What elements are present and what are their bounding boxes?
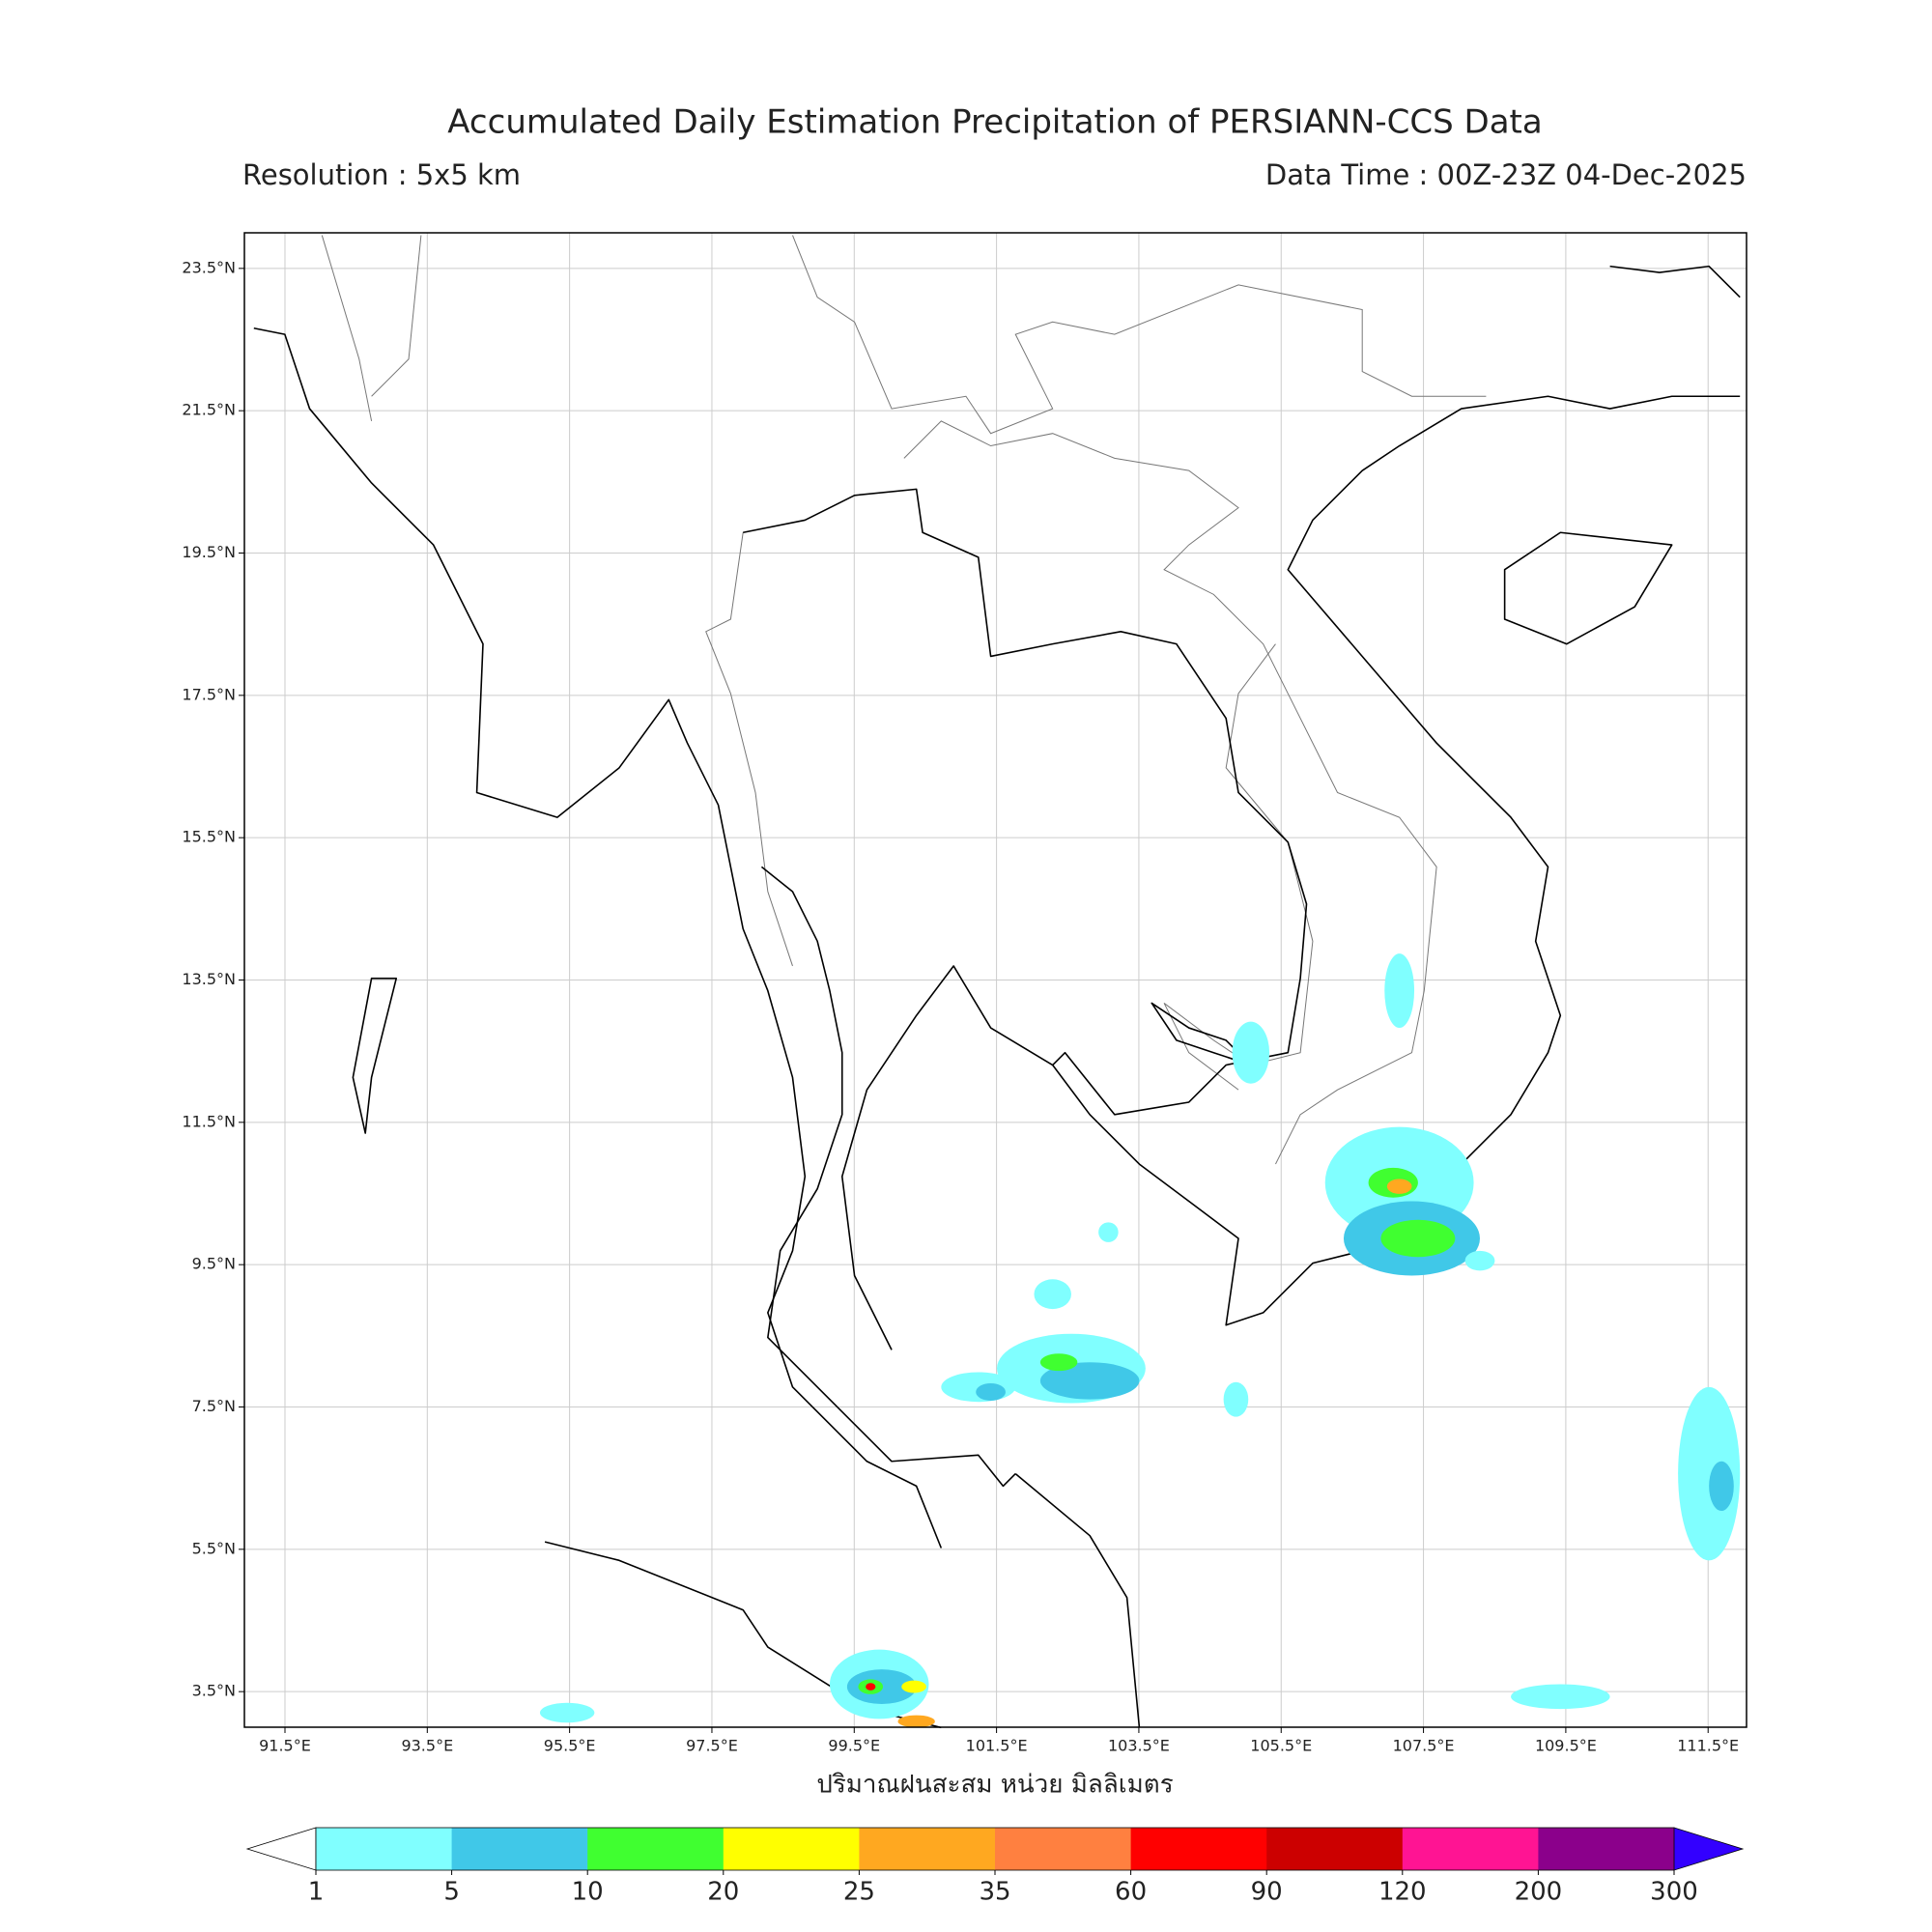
lat-tick-label: 21.5°N: [182, 401, 236, 419]
lon-tick-label: 95.5°E: [544, 1737, 596, 1755]
lat-tick-label: 15.5°N: [182, 828, 236, 846]
colorbar-label: 120: [1378, 1878, 1427, 1907]
lon-tick-label: 111.5°E: [1677, 1737, 1739, 1755]
colorbar-band: [1266, 1828, 1404, 1870]
colorbar-under: [245, 1827, 317, 1871]
title: Accumulated Daily Estimation Precipitati…: [447, 103, 1542, 142]
lon-tick-label: 103.5°E: [1108, 1737, 1170, 1755]
colorbar-label: 1: [308, 1878, 325, 1907]
colorbar-over: [1673, 1827, 1745, 1871]
lat-tick-label: 3.5°N: [192, 1682, 236, 1700]
colorbar-label: 300: [1650, 1878, 1698, 1907]
colorbar-label: 90: [1251, 1878, 1283, 1907]
colorbar: 1 5 10 20 25 35 60 90 120 200 300: [245, 1827, 1745, 1907]
colorbar-label: 5: [443, 1878, 460, 1907]
colorbar-label: 60: [1115, 1878, 1147, 1907]
colorbar-band: [316, 1828, 453, 1870]
lat-tick-label: 11.5°N: [182, 1112, 236, 1130]
grid: [244, 233, 1747, 1727]
lat-tick-label: 17.5°N: [182, 685, 236, 703]
lon-tick-label: 107.5°E: [1393, 1737, 1455, 1755]
country-border: [322, 236, 1486, 1165]
data-time: Data Time : 00Z-23Z 04-Dec-2025: [1265, 158, 1747, 191]
ticks: 91.5°E 93.5°E 95.5°E 97.5°E 99.5°E 101.5°E 103…: [182, 258, 1739, 1754]
lon-tick-label: 99.5°E: [828, 1737, 880, 1755]
colorbar-band: [1130, 1828, 1267, 1870]
lon-tick-label: 91.5°E: [259, 1737, 311, 1755]
colorbar-band: [1402, 1828, 1539, 1870]
map-shapes: [254, 236, 1740, 1728]
colorbar-band: [587, 1828, 724, 1870]
lon-tick-label: 105.5°E: [1250, 1737, 1312, 1755]
lon-tick-label: 109.5°E: [1535, 1737, 1597, 1755]
rain-areas: [539, 953, 1741, 1728]
lon-tick-label: 101.5°E: [966, 1737, 1028, 1755]
lat-tick-label: 9.5°N: [192, 1255, 236, 1273]
axis-label: ปริมาณฝนสะสม หน่วย มิลลิเมตร: [816, 1771, 1173, 1800]
lat-tick-label: 7.5°N: [192, 1397, 236, 1415]
colorbar-band: [451, 1828, 588, 1870]
lon-tick-label: 97.5°E: [686, 1737, 738, 1755]
colorbar-label: 25: [843, 1878, 875, 1907]
resolution: Resolution : 5x5 km: [242, 158, 521, 191]
lat-tick-label: 19.5°N: [182, 543, 236, 561]
colorbar-label: 200: [1515, 1878, 1563, 1907]
thailand-border: [743, 489, 1306, 1486]
colorbar-band: [859, 1828, 996, 1870]
lon-tick-label: 93.5°E: [401, 1737, 453, 1755]
colorbar-label: 10: [572, 1878, 604, 1907]
colorbar-label: 35: [979, 1878, 1010, 1907]
colorbar-band: [723, 1828, 860, 1870]
colorbar-band: [995, 1828, 1132, 1870]
colorbar-label: 20: [707, 1878, 739, 1907]
lat-tick-label: 5.5°N: [192, 1539, 236, 1557]
colorbar-band: [1538, 1828, 1675, 1870]
lat-tick-label: 13.5°N: [182, 970, 236, 988]
lat-tick-label: 23.5°N: [182, 258, 236, 276]
